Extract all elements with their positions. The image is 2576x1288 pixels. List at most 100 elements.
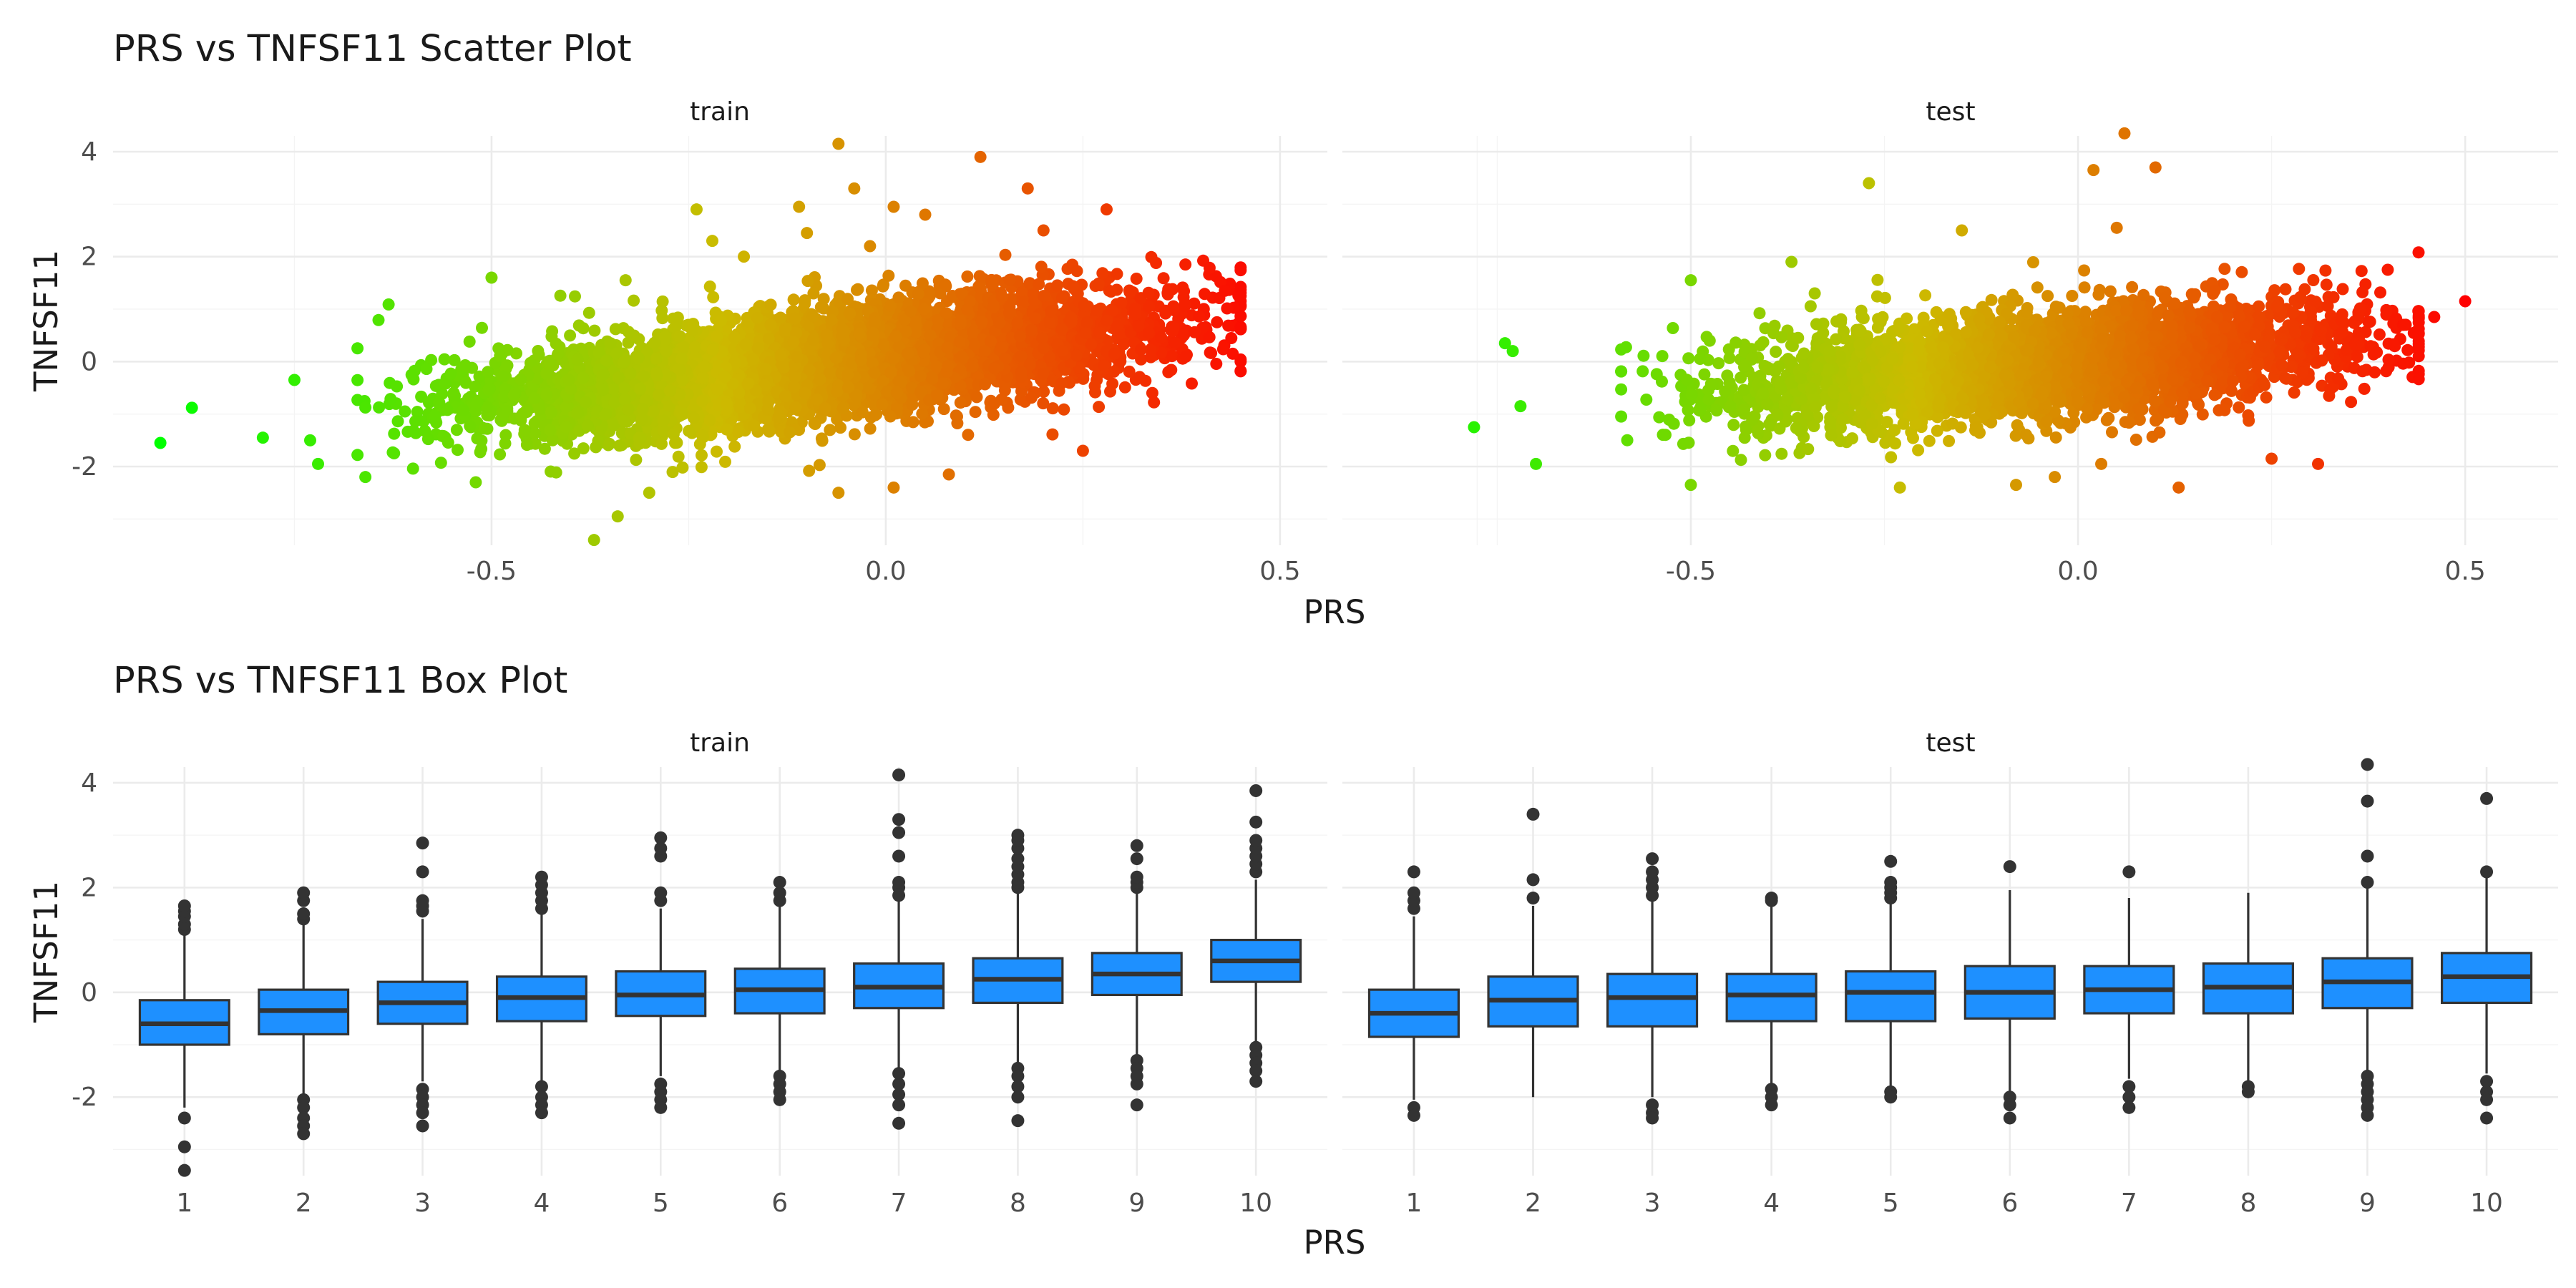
scatter-point — [1011, 316, 1024, 329]
scatter-point — [452, 444, 464, 457]
scatter-point — [865, 284, 878, 297]
box-y-axis-title: TNFSF11 — [27, 881, 65, 1023]
scatter-point — [613, 439, 626, 452]
scatter-point — [494, 349, 507, 362]
scatter-point — [351, 449, 364, 462]
scatter-point — [962, 429, 975, 441]
scatter-point — [450, 424, 463, 436]
scatter-point — [675, 406, 688, 419]
scatter-point — [1117, 338, 1130, 351]
scatter-point — [1169, 336, 1181, 349]
scatter-point — [748, 419, 761, 432]
scatter-point — [520, 439, 533, 452]
scatter-point — [764, 318, 777, 331]
scatter-point — [696, 429, 708, 442]
scatter-point — [628, 294, 640, 307]
scatter-point — [609, 323, 622, 336]
scatter-point — [438, 353, 451, 366]
scatter-point — [514, 373, 527, 386]
scatter-point — [1179, 297, 1191, 310]
scatter-point — [528, 426, 541, 439]
scatter-point — [444, 367, 457, 380]
scatter-point — [411, 406, 424, 419]
scatter-point — [1221, 302, 1234, 315]
scatter-point — [550, 337, 562, 350]
scatter-point — [1199, 288, 1211, 301]
scatter-point — [421, 433, 434, 446]
scatter-point — [672, 450, 685, 463]
scatter-point — [1035, 260, 1048, 273]
scatter-point — [969, 406, 982, 419]
scatter-strip-label-train: train — [690, 97, 750, 127]
scatter-x-axis-title: PRS — [1304, 593, 1366, 631]
scatter-point — [429, 379, 442, 392]
scatter-point — [916, 277, 929, 290]
scatter-point — [554, 289, 567, 302]
scatter-point — [1055, 291, 1068, 304]
scatter-y-axis-title: TNFSF11 — [27, 250, 65, 392]
scatter-point — [1166, 350, 1179, 363]
scatter-point — [588, 324, 601, 337]
scatter-point — [351, 342, 364, 355]
scatter-point — [447, 389, 460, 401]
scatter-point — [732, 426, 745, 439]
box-strip-label-train: train — [690, 728, 750, 758]
scatter-point — [987, 301, 1000, 313]
scatter-point — [1051, 279, 1064, 292]
scatter-point — [613, 371, 625, 384]
scatter-point — [630, 454, 643, 467]
scatter-point — [1105, 286, 1118, 298]
scatter-point — [544, 424, 557, 436]
scatter-point — [1089, 386, 1101, 399]
scatter-point — [670, 319, 683, 331]
scatter-point — [1058, 403, 1070, 416]
scatter-point — [1186, 377, 1198, 390]
scatter-point — [703, 280, 716, 293]
scatter-point — [463, 335, 476, 348]
scatter-point — [441, 436, 454, 449]
scatter-point — [550, 466, 562, 479]
scatter-point — [999, 248, 1012, 261]
scatter-point — [448, 353, 461, 366]
scatter-point — [1025, 391, 1038, 404]
scatter-point — [666, 466, 679, 479]
scatter-point — [433, 396, 446, 409]
scatter-point — [388, 447, 401, 459]
scatter-point — [1179, 350, 1192, 363]
scatter-point — [528, 392, 541, 405]
scatter-point — [637, 370, 650, 383]
scatter-point — [954, 396, 967, 409]
scatter-point — [877, 338, 889, 351]
scatter-point — [469, 380, 482, 393]
scatter-point — [1145, 250, 1158, 263]
scatter-point — [985, 273, 998, 286]
scatter-point — [434, 457, 447, 469]
scatter-point — [1070, 349, 1083, 362]
scatter-point — [1055, 377, 1068, 390]
scatter-point — [499, 429, 512, 441]
scatter-point — [546, 325, 559, 338]
scatter-point — [1003, 273, 1016, 286]
scatter-point — [721, 423, 733, 436]
scatter-point — [482, 384, 495, 396]
scatter-point — [525, 356, 537, 369]
scatter-point — [678, 341, 690, 353]
scatter-point — [824, 424, 836, 436]
scatter-point — [1142, 286, 1155, 299]
scatter-point — [907, 416, 919, 429]
scatter-point — [571, 407, 584, 420]
scatter-point — [1123, 286, 1136, 298]
scatter-point — [634, 382, 646, 395]
scatter-point — [351, 374, 364, 386]
scatter-point — [1234, 310, 1247, 323]
scatter-point — [974, 282, 987, 295]
scatter-point — [569, 290, 581, 303]
scatter-point — [774, 311, 787, 324]
scatter-point — [877, 280, 889, 293]
scatter-point — [399, 405, 411, 418]
scatter-point — [869, 409, 882, 421]
scatter-point — [1037, 290, 1050, 303]
scatter-point — [420, 363, 433, 376]
scatter-point — [809, 418, 821, 430]
